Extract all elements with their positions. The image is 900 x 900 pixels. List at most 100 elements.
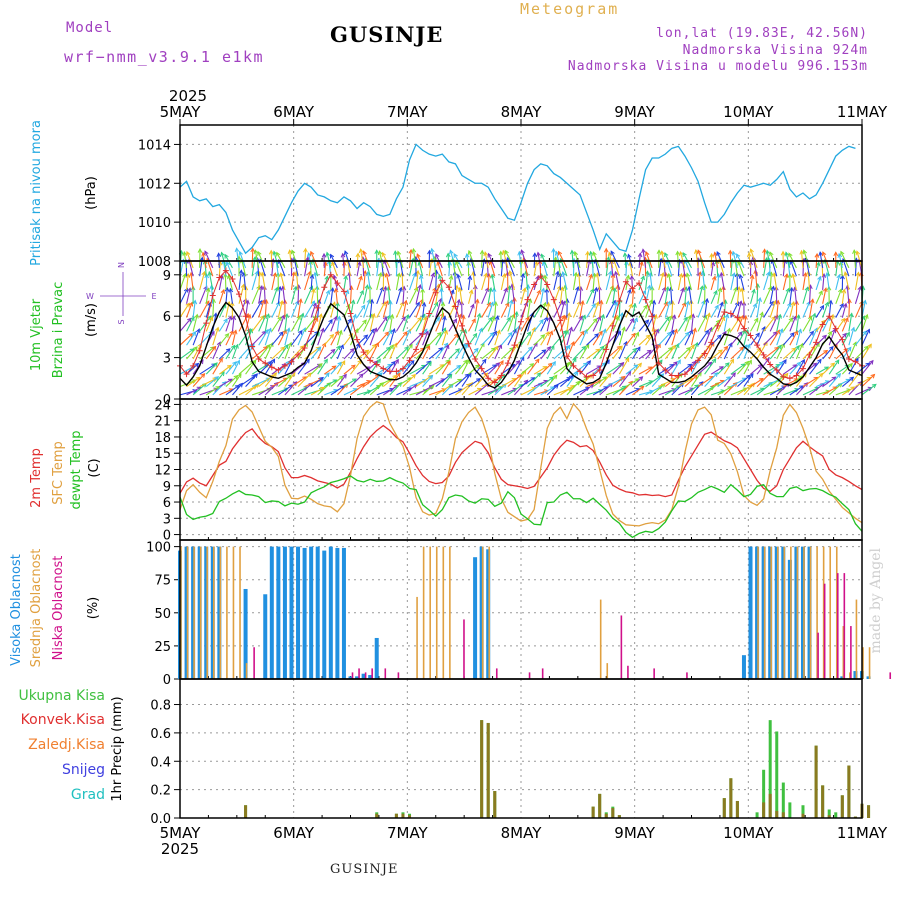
wind-arrow-head <box>333 287 339 293</box>
wind-arrow <box>605 315 618 332</box>
wind-gust-marker <box>432 289 439 296</box>
wind-arrow <box>763 272 770 291</box>
wind-arrow <box>559 301 565 318</box>
wind-arrow <box>723 342 733 360</box>
wind-arrow <box>448 365 461 375</box>
wind-arrow <box>264 342 274 360</box>
wind-arrow-head <box>836 273 842 279</box>
wind-arrow-head <box>389 313 395 319</box>
wind-arrow-head <box>702 283 708 289</box>
wind-arrow <box>422 302 425 318</box>
wind-arrow <box>846 285 850 304</box>
wind-gust-marker <box>203 320 210 327</box>
wind-arrow-head <box>871 383 877 389</box>
wind-arrow <box>356 334 368 346</box>
wind-arrow <box>454 313 462 332</box>
precip-bar-conv <box>611 808 615 818</box>
wind-arrow-head <box>636 346 641 352</box>
wind-arrow <box>679 251 686 269</box>
wind-arrow <box>822 346 834 360</box>
wind-arrow <box>330 345 341 360</box>
wind-arrow-head <box>442 315 447 321</box>
wind-arrow <box>608 252 614 269</box>
wind-arrow-head <box>536 251 541 257</box>
wind-arrow-head <box>396 372 401 378</box>
wind-arrow-head <box>257 250 262 256</box>
wind-arrow <box>853 250 856 268</box>
wind-arrow <box>199 363 216 375</box>
temp-ylabel-dewpt: dewpt Temp <box>69 430 84 509</box>
wind-arrow <box>815 335 827 346</box>
wind-gust-marker <box>832 325 839 332</box>
wind-arrow <box>501 388 517 396</box>
wind-arrow <box>782 288 790 304</box>
wind-arrow-head <box>665 316 670 322</box>
wind-arrow-head <box>697 249 702 255</box>
wind-arrow-head <box>618 345 623 351</box>
wind-arrow-head <box>529 363 535 368</box>
wind-arrow <box>514 379 528 396</box>
wind-arrow-head <box>437 274 443 280</box>
wind-arrow <box>348 272 352 291</box>
wind-arrow-head <box>238 269 244 275</box>
wind-arrow-head <box>383 316 388 321</box>
wind-arrow-head <box>355 252 361 258</box>
wind-arrow-head <box>225 348 231 353</box>
wind-arrow <box>638 380 653 388</box>
cloud-bar-high <box>276 546 281 679</box>
precip-bar-conv <box>598 793 602 818</box>
wind-arrow-head <box>812 362 818 368</box>
wind-arrow <box>454 299 460 318</box>
wind-arrow <box>441 316 446 332</box>
wind-arrow <box>586 288 594 305</box>
precip-bar-total <box>781 782 785 818</box>
wind-arrow-head <box>855 250 861 256</box>
wind-arrow-head <box>246 328 251 333</box>
wind-arrow-head <box>421 301 427 307</box>
wind-arrow-head <box>605 256 611 262</box>
wind-arrow <box>502 250 509 269</box>
wind-arrow-head <box>694 341 699 347</box>
wind-arrow-head <box>435 253 440 259</box>
wind-arrow <box>481 287 489 304</box>
wind-arrow <box>251 363 269 375</box>
x-bottom-tick-label: 7MAY <box>387 824 429 842</box>
wind-gust-marker <box>655 360 662 367</box>
wind-arrow <box>763 316 776 332</box>
wind-arrow <box>448 318 457 332</box>
wind-arrow <box>382 286 387 304</box>
y-tick-label: 100 <box>146 541 171 556</box>
wind-arrow <box>251 346 268 360</box>
wind-arrow <box>422 375 433 387</box>
wind-arrow <box>632 385 644 396</box>
wind-arrow-head <box>731 250 737 256</box>
wind-arrow <box>802 387 819 396</box>
wind-arrow-head <box>654 344 659 349</box>
wind-arrow-head <box>837 252 843 258</box>
pressure-line <box>179 143 856 255</box>
wind-arrow-head <box>551 360 556 366</box>
wind-arrow <box>225 385 240 396</box>
wind-arrow <box>651 314 657 332</box>
wind-arrow <box>344 250 352 269</box>
wind-gust-marker <box>577 368 584 375</box>
y-tick-label: 21 <box>154 415 171 430</box>
wind-arrow-head <box>615 315 620 321</box>
wind-arrow-head <box>794 300 800 305</box>
wind-arrow <box>324 389 338 396</box>
wind-arrow <box>578 273 581 291</box>
wind-arrow <box>220 252 227 269</box>
wind-arrow <box>219 364 232 375</box>
wind-arrow-head <box>253 373 259 378</box>
wind-arrow-head <box>207 270 213 276</box>
wind-arrow <box>736 329 746 346</box>
wind-arrow-head <box>738 300 743 306</box>
wind-gust-marker <box>426 310 433 317</box>
wind-arrow-head <box>194 362 200 368</box>
wind-arrow <box>678 347 691 360</box>
wind-arrow-head <box>245 299 250 305</box>
wind-arrow <box>459 287 463 304</box>
wind-arrow-head <box>744 360 750 366</box>
wind-arrow-head <box>852 249 857 254</box>
wind-arrow-head <box>515 359 521 365</box>
